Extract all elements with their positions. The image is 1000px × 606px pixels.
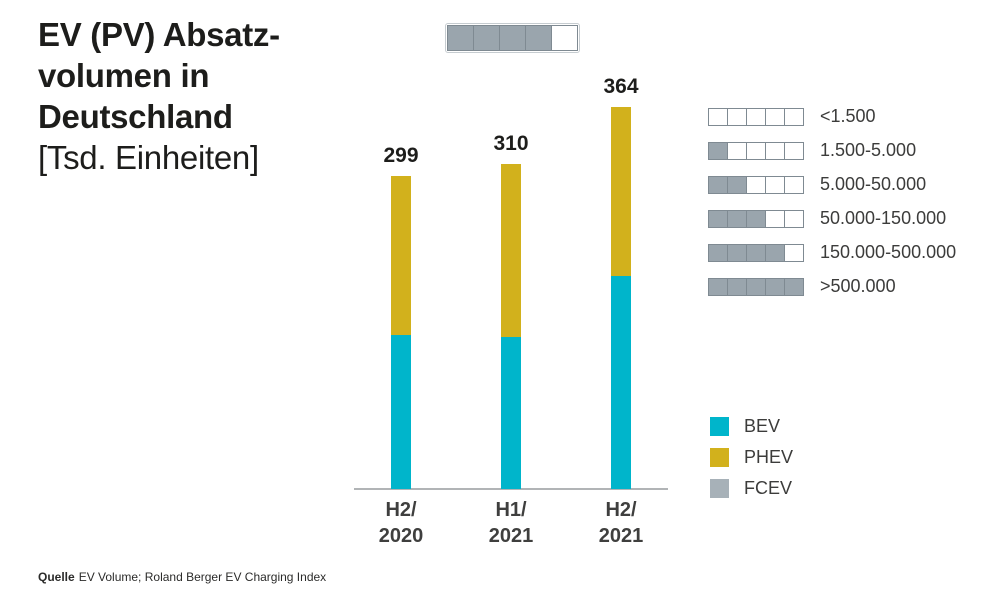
range-cell <box>708 175 728 194</box>
x-axis-label: H2/2021 <box>598 499 644 547</box>
top-rating-indicator <box>445 23 580 53</box>
range-cell <box>765 243 785 262</box>
bar-segment-phev <box>391 176 411 335</box>
range-cell <box>784 277 804 296</box>
range-cell <box>784 141 804 160</box>
fcev-swatch <box>710 479 729 498</box>
range-label: <1.500 <box>820 106 876 126</box>
range-cell <box>708 277 728 296</box>
range-cell <box>765 277 785 296</box>
title-line-3: Deutschland <box>38 98 233 135</box>
x-axis-label: H1/2021 <box>488 499 534 547</box>
range-cell <box>784 243 804 262</box>
range-legend: <1.500 1.500-5.000 5.000-50.000 50.000-150.… <box>708 106 956 297</box>
x-axis-label: H2/2020 <box>378 499 424 547</box>
range-cell <box>746 107 766 126</box>
range-cell <box>727 277 747 296</box>
x-axis-line <box>354 488 668 490</box>
range-cell <box>746 277 766 296</box>
range-cell <box>727 141 747 160</box>
range-legend-row: >500.000 <box>708 276 956 297</box>
series-legend-row: PHEV <box>710 447 793 468</box>
range-legend-row: <1.500 <box>708 106 956 127</box>
series-label: FCEV <box>744 478 793 498</box>
range-cells <box>708 107 804 126</box>
range-legend-row: 1.500-5.000 <box>708 140 956 161</box>
range-cells <box>708 277 804 296</box>
bar-segment-bev <box>391 335 411 489</box>
range-cell <box>708 141 728 160</box>
range-cells <box>708 175 804 194</box>
range-cells <box>708 141 804 160</box>
range-cell <box>727 243 747 262</box>
range-label: 5.000-50.000 <box>820 174 927 194</box>
range-legend-row: 150.000-500.000 <box>708 242 956 263</box>
range-cell <box>727 175 747 194</box>
bar-segment-bev <box>611 276 631 489</box>
range-label: 150.000-500.000 <box>820 242 957 262</box>
range-cells <box>708 209 804 228</box>
title-line-2: volumen in <box>38 57 210 94</box>
range-label: >500.000 <box>820 276 896 296</box>
bar-total-label: 310 <box>493 132 529 155</box>
source-text: EV Volume; Roland Berger EV Charging Ind… <box>78 570 327 584</box>
range-cell <box>746 141 766 160</box>
rating-cell <box>473 25 500 51</box>
chart-title: EV (PV) Absatz- volumen in Deutschland [… <box>38 14 280 178</box>
series-legend: BEV PHEV FCEV <box>710 416 793 499</box>
bar-segment-phev <box>501 164 521 337</box>
rating-cell <box>525 25 552 51</box>
rating-cell <box>447 25 474 51</box>
range-cell <box>784 107 804 126</box>
range-cells <box>708 243 804 262</box>
range-cell <box>727 107 747 126</box>
rating-cell <box>551 25 578 51</box>
bar-segment-phev <box>611 107 631 276</box>
range-cell <box>765 175 785 194</box>
range-legend-row: 5.000-50.000 <box>708 174 956 195</box>
range-cell <box>765 209 785 228</box>
series-label: BEV <box>744 416 781 436</box>
title-unit-line: [Tsd. Einheiten] <box>38 139 259 176</box>
range-legend-row: 50.000-150.000 <box>708 208 956 229</box>
bar-total-label: 299 <box>383 144 419 167</box>
phev-swatch <box>710 448 729 467</box>
range-cell <box>746 243 766 262</box>
range-label: 50.000-150.000 <box>820 208 947 228</box>
series-label: PHEV <box>744 447 794 467</box>
range-cell <box>708 209 728 228</box>
range-cell <box>746 175 766 194</box>
range-cell <box>765 107 785 126</box>
range-cell <box>784 209 804 228</box>
range-cell <box>784 175 804 194</box>
bar-total-label: 364 <box>603 75 639 98</box>
range-cell <box>746 209 766 228</box>
range-cell <box>708 243 728 262</box>
range-cell <box>708 107 728 126</box>
range-cell <box>765 141 785 160</box>
source-line: Quelle EV Volume; Roland Berger EV Chargi… <box>38 570 326 584</box>
title-line-1: EV (PV) Absatz- <box>38 16 280 53</box>
source-label: Quelle <box>38 570 75 584</box>
rating-cell <box>499 25 526 51</box>
bev-swatch <box>710 417 729 436</box>
series-legend-row: FCEV <box>710 478 793 499</box>
range-cell <box>727 209 747 228</box>
range-label: 1.500-5.000 <box>820 140 917 160</box>
bar-segment-bev <box>501 337 521 489</box>
series-legend-row: BEV <box>710 416 793 437</box>
